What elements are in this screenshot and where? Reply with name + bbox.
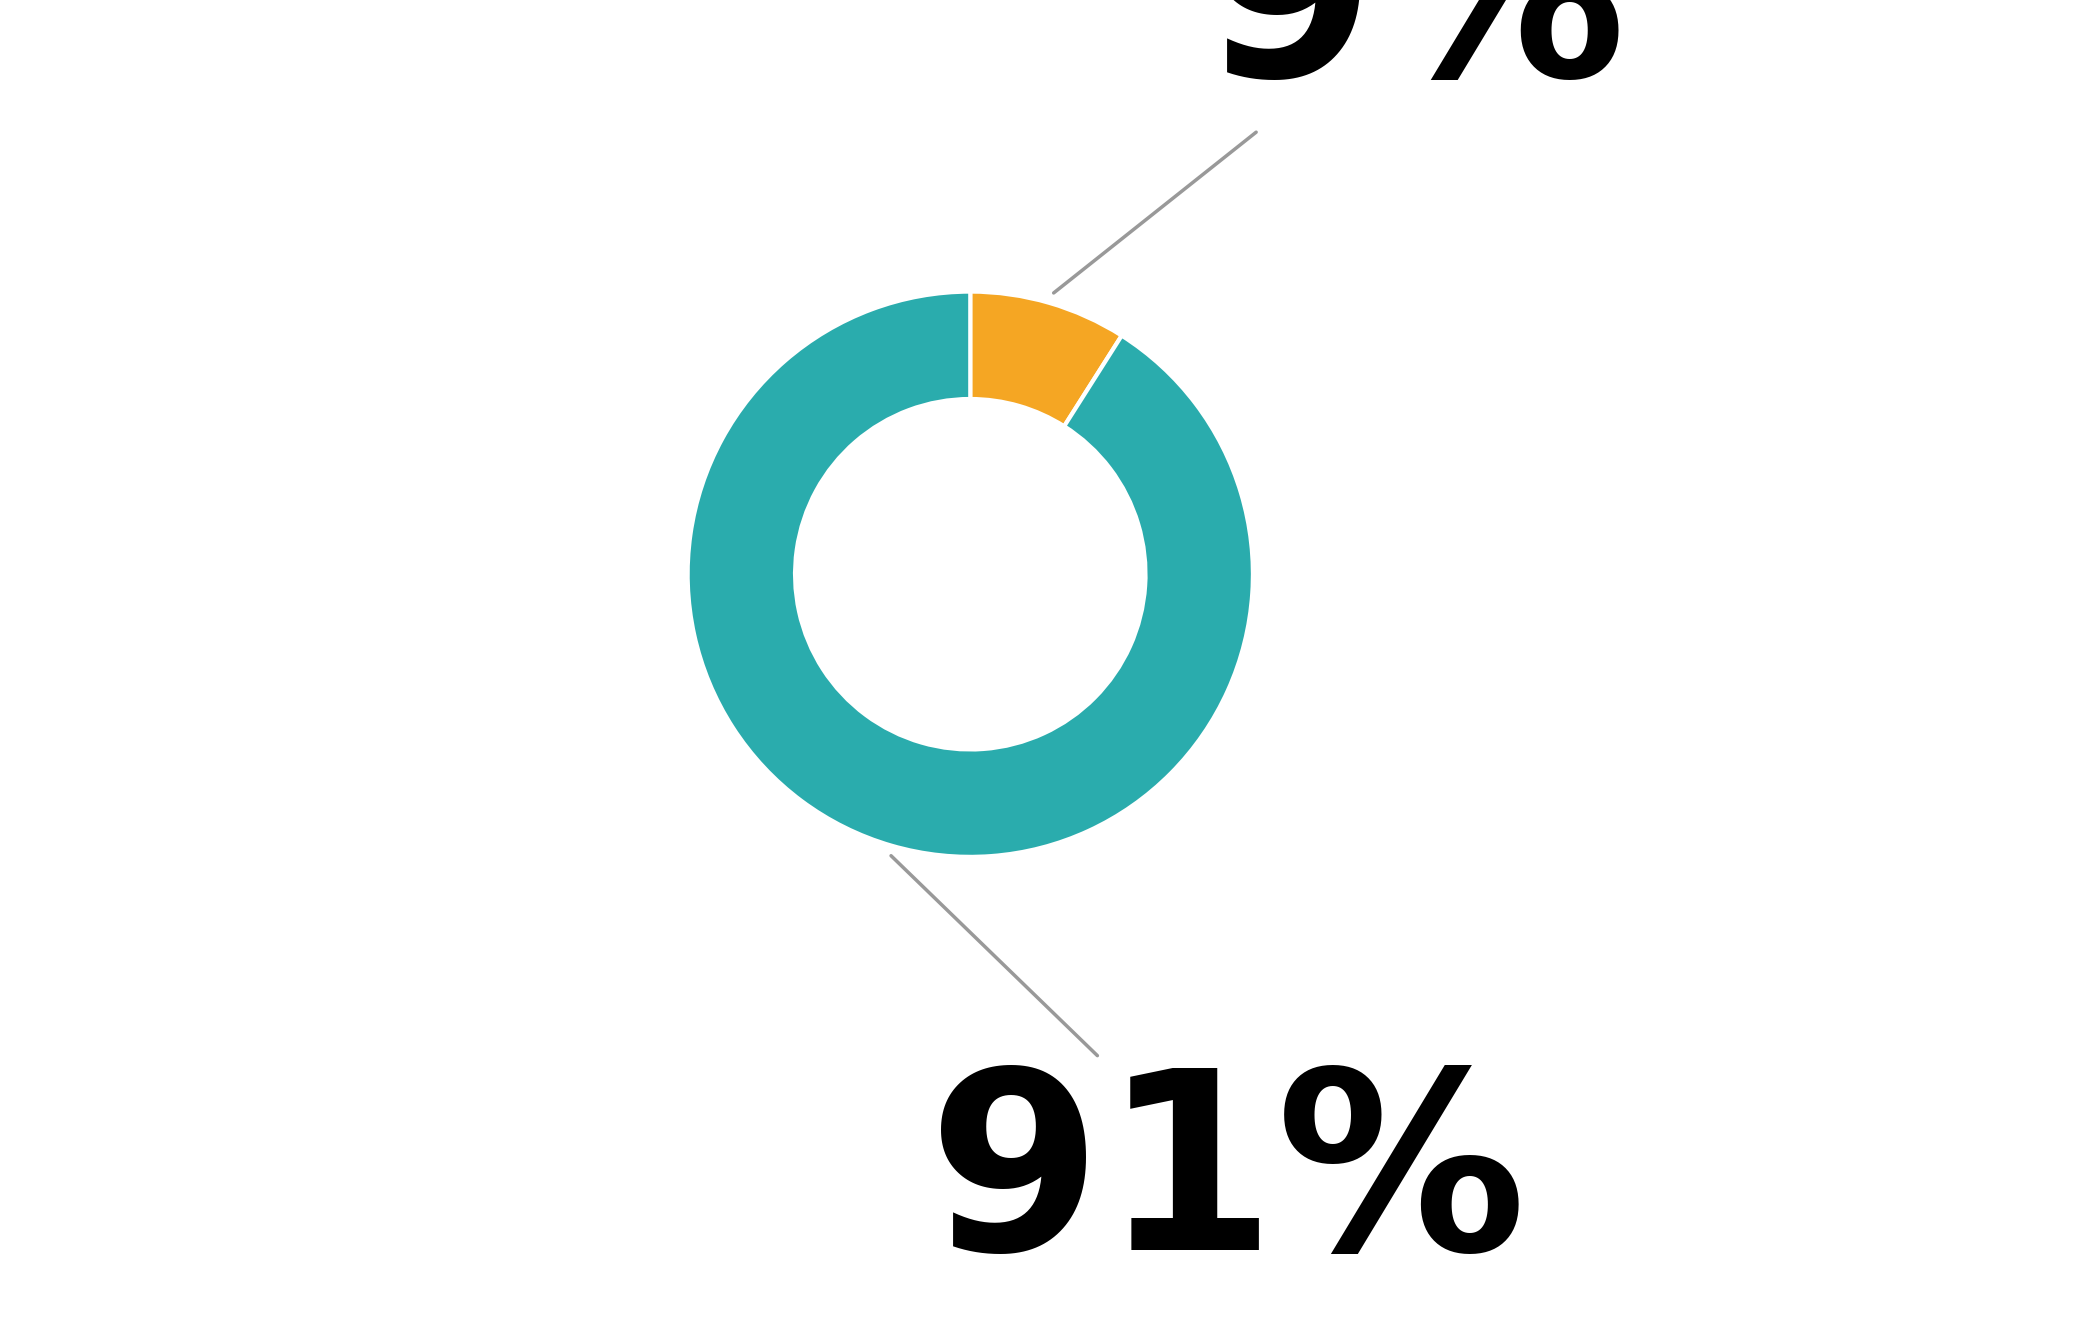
Text: 91%: 91% <box>891 856 1526 1302</box>
Wedge shape <box>970 292 1121 426</box>
Wedge shape <box>687 292 1253 857</box>
Text: 9%: 9% <box>1054 0 1626 293</box>
